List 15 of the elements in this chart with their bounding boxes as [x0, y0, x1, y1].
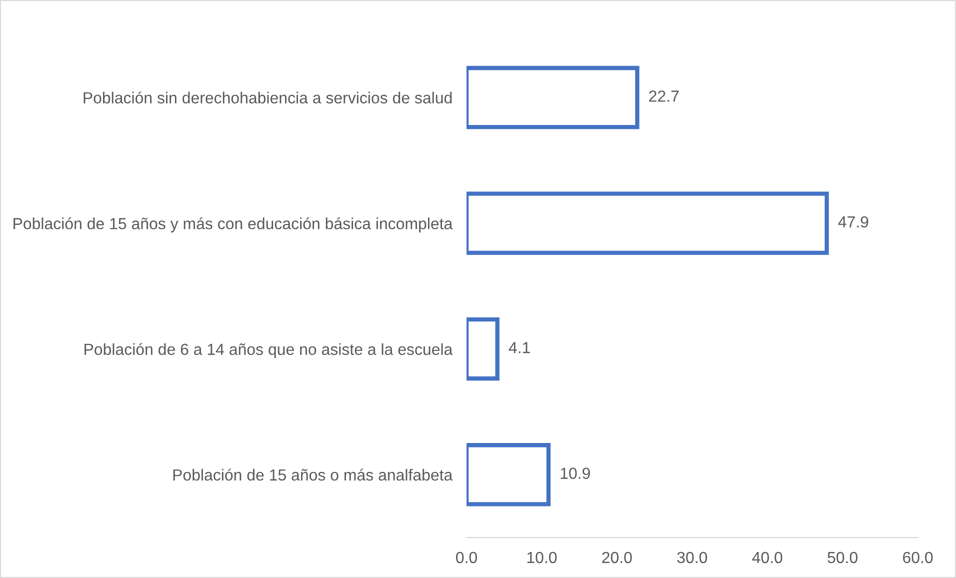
x-tick-label: 30.0 [677, 552, 708, 564]
y-tick-label: Población sin derechohabiencia a servicios de salud [84, 92, 452, 104]
x-tick-label: 50.0 [828, 552, 858, 564]
x-tick-label: 0.0 [456, 552, 478, 564]
data-label: 4.1 [508, 342, 530, 354]
y-tick-label: Población de 15 años o más analfabeta [173, 468, 453, 481]
x-tick-label: 10.0 [527, 552, 557, 564]
x-tick-label: 40.0 [752, 552, 782, 564]
y-tick-label: Población de 15 años y más con educación básica incompleta [14, 217, 453, 232]
x-tick-label: 20.0 [602, 552, 632, 564]
data-label: 10.9 [560, 468, 590, 479]
x-tick-label: 60.0 [903, 552, 933, 564]
data-label: 47.9 [838, 216, 868, 228]
y-tick-label: Población de 6 a 14 años que no asiste a la escuela [84, 343, 453, 358]
data-label: 22.7 [649, 90, 679, 102]
